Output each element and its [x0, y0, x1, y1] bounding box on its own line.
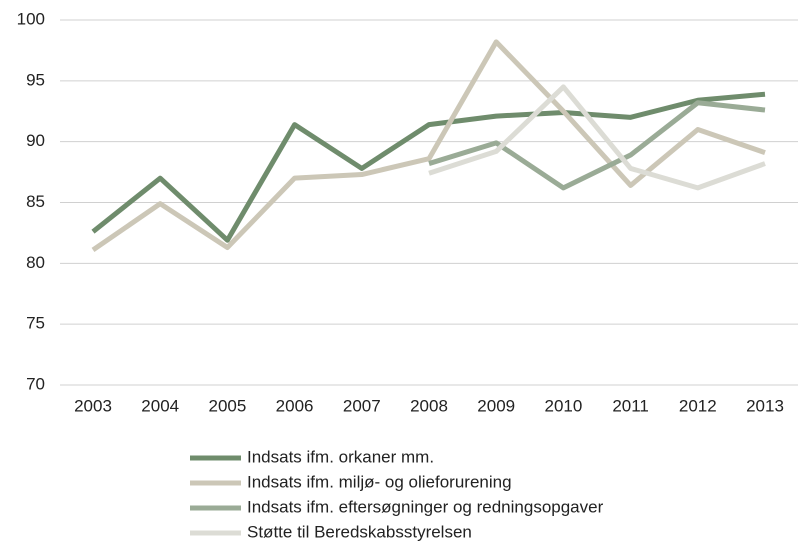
x-tick-label: 2013: [746, 396, 784, 415]
x-tick-label: 2012: [679, 396, 717, 415]
series-line: [91, 39, 766, 253]
series-line: [428, 100, 766, 191]
y-tick-label: 95: [26, 70, 45, 89]
x-tick-label: 2006: [276, 396, 314, 415]
y-tick-label: 85: [26, 192, 45, 211]
series-line: [91, 91, 766, 243]
y-tick-label: 100: [17, 9, 45, 28]
legend-label: Indsats ifm. miljø- og olieforurening: [247, 472, 512, 491]
y-tick-label: 90: [26, 131, 45, 150]
x-tick-label: 2010: [544, 396, 582, 415]
legend-label: Indsats ifm. orkaner mm.: [247, 447, 434, 466]
x-tick-label: 2005: [208, 396, 246, 415]
x-tick-label: 2009: [477, 396, 515, 415]
x-tick-label: 2004: [141, 396, 179, 415]
legend-label: Indsats ifm. eftersøgninger og redningso…: [247, 497, 604, 516]
y-tick-label: 70: [26, 374, 45, 393]
x-tick-label: 2003: [74, 396, 112, 415]
series-line: [428, 84, 766, 191]
legend-label: Støtte til Beredskabsstyrelsen: [247, 522, 472, 541]
y-tick-label: 75: [26, 314, 45, 333]
x-tick-label: 2008: [410, 396, 448, 415]
y-tick-label: 80: [26, 253, 45, 272]
x-tick-label: 2007: [343, 396, 381, 415]
x-tick-label: 2011: [612, 396, 649, 415]
